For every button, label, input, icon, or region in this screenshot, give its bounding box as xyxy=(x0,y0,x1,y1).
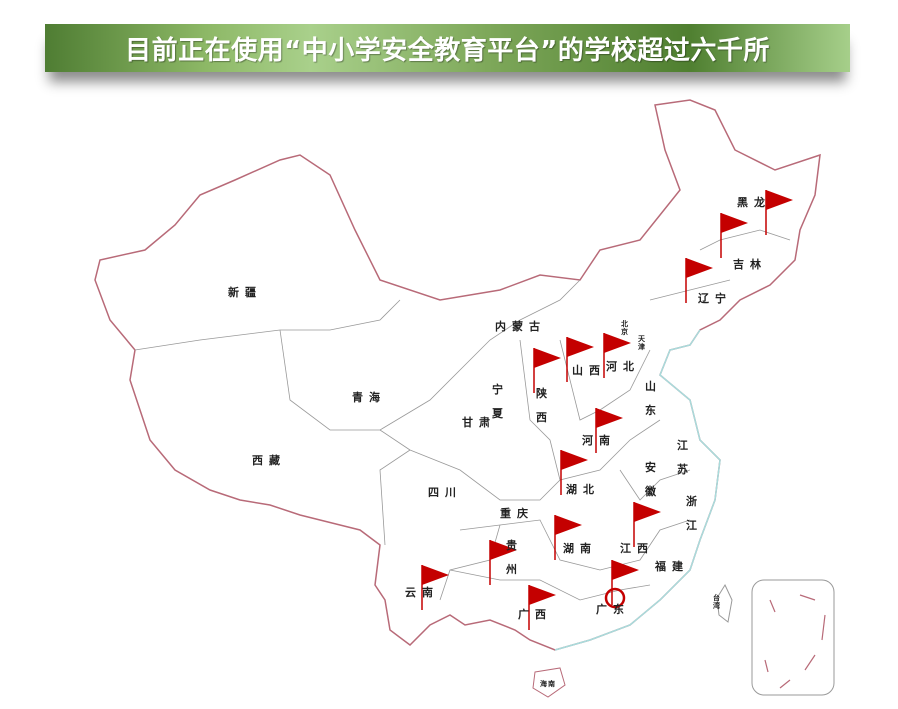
hainan xyxy=(532,667,566,698)
flag-marker xyxy=(633,502,661,547)
province-label: 贵州 xyxy=(506,539,523,576)
province-label: 广西 xyxy=(518,608,552,621)
flag-icon xyxy=(567,337,594,357)
coastline xyxy=(554,329,721,651)
flag-marker xyxy=(765,190,793,235)
province-label: 安徽 xyxy=(645,461,662,498)
south-china-sea-inset xyxy=(751,579,835,696)
inset-islands xyxy=(764,594,826,689)
guangdong-ring xyxy=(604,587,626,609)
flag-marker xyxy=(566,337,594,382)
province-label: 河南 xyxy=(582,434,616,447)
province-label: 山东 xyxy=(645,380,662,417)
flag-icon xyxy=(686,258,713,278)
province-label: 湖北 xyxy=(566,483,600,496)
province-label: 新疆 xyxy=(228,286,262,299)
province-label: 西藏 xyxy=(252,454,286,467)
flag-icon xyxy=(721,213,748,233)
province-label: 云南 xyxy=(405,586,439,599)
flag-icon xyxy=(490,540,517,560)
flag-icon xyxy=(555,515,582,535)
province-label: 福建 xyxy=(655,560,689,573)
province-label: 辽宁 xyxy=(698,292,732,305)
province-label: 广东 xyxy=(596,603,630,616)
province-label: 北京 xyxy=(621,320,628,336)
flag-icon xyxy=(634,502,661,522)
province-label: 台湾 xyxy=(713,594,720,610)
province-label: 黑龙 xyxy=(737,196,771,209)
province-label: 内蒙古 xyxy=(495,320,546,333)
province-label: 四川 xyxy=(428,486,462,499)
flag-marker xyxy=(720,213,748,258)
flag-icon xyxy=(766,190,793,210)
flag-icon xyxy=(529,585,556,605)
flag-icon xyxy=(534,348,561,368)
flag-icon xyxy=(422,565,449,585)
flag-marker xyxy=(489,540,517,585)
province-label: 山西 xyxy=(572,364,606,377)
province-label: 陕西 xyxy=(536,387,553,424)
flag-marker xyxy=(421,565,449,610)
flag-icon xyxy=(612,560,639,580)
province-label: 吉林 xyxy=(733,258,767,271)
flag-marker xyxy=(603,333,631,378)
flag-marker xyxy=(533,348,561,393)
flag-marker xyxy=(528,585,556,630)
flags xyxy=(421,190,793,630)
title: 目前正在使用“中小学安全教育平台”的学校超过六千所 xyxy=(125,35,770,66)
title-banner: 目前正在使用“中小学安全教育平台”的学校超过六千所 xyxy=(45,24,850,72)
province-label: 海南 xyxy=(540,680,556,688)
province-label: 甘肃 xyxy=(462,416,496,429)
flag-icon xyxy=(596,408,623,428)
province-label: 重庆 xyxy=(500,507,534,520)
province-label: 浙江 xyxy=(686,495,703,532)
province-label: 河北 xyxy=(606,360,640,373)
province-label: 青海 xyxy=(352,391,386,404)
province-label: 宁夏 xyxy=(492,383,509,420)
taiwan xyxy=(716,583,733,623)
province-label: 江苏 xyxy=(677,439,694,476)
province-label: 天津 xyxy=(638,335,645,351)
flag-marker xyxy=(595,408,623,453)
flag-icon xyxy=(561,450,588,470)
flag-marker xyxy=(554,515,582,560)
flag-marker xyxy=(611,560,639,605)
flag-marker xyxy=(560,450,588,495)
flag-icon xyxy=(604,333,631,353)
china-outline xyxy=(94,99,821,651)
flag-marker xyxy=(685,258,713,303)
province-label: 江西 xyxy=(620,542,654,555)
province-label: 湖南 xyxy=(563,542,597,555)
